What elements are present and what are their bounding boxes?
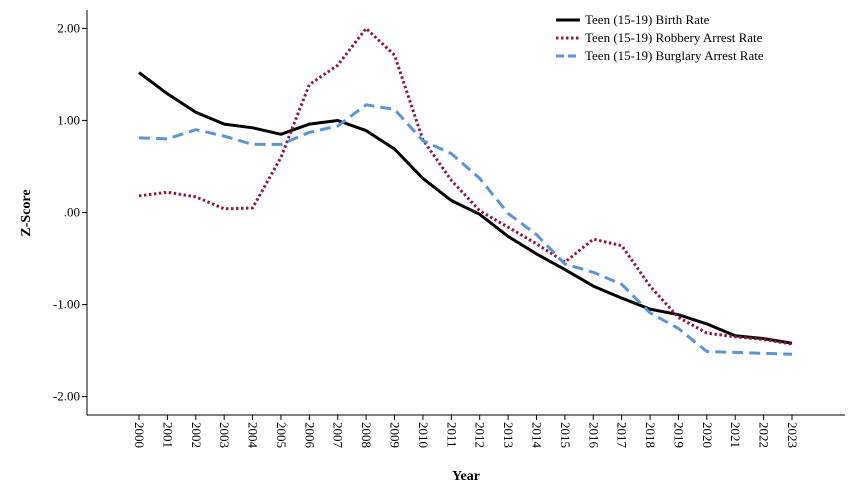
legend: Teen (15-19) Birth Rate Teen (15-19) Robb… <box>556 12 764 63</box>
x-tick-label: 2023 <box>785 422 800 448</box>
y-tick-label: -1.00 <box>53 297 80 312</box>
x-tick-label: 2004 <box>246 422 261 449</box>
series-line-1 <box>138 71 793 345</box>
x-tick-label: 2017 <box>615 422 630 449</box>
x-tick-label: 2011 <box>444 422 459 448</box>
x-tick-label: 2016 <box>586 422 601 449</box>
series-line-2 <box>138 26 793 346</box>
x-tick-label: 2019 <box>671 422 686 448</box>
x-tick-label: 2014 <box>529 422 544 449</box>
y-tick-label: -2.00 <box>53 389 80 404</box>
x-tick-label: 2021 <box>728 422 743 448</box>
x-tick-label: 2001 <box>160 422 175 448</box>
x-tick-label: 2013 <box>501 422 516 448</box>
x-tick-label: 2007 <box>331 422 346 449</box>
series-lines <box>138 26 793 356</box>
x-tick-label: 2008 <box>359 422 374 448</box>
x-tick-label: 2005 <box>274 422 289 448</box>
x-tick-label: 2022 <box>757 422 772 448</box>
x-tick-label: 2015 <box>558 422 573 448</box>
x-tick-label: 2002 <box>189 422 204 448</box>
x-tick-label: 2003 <box>217 422 232 448</box>
y-tick-label: 1.00 <box>57 112 80 127</box>
y-axis-title: Z-Score <box>19 189 34 236</box>
x-ticks: 2000 2001 2002 2003 2004 2005 2006 2007 2008 2009… <box>132 415 800 449</box>
x-tick-label: 2009 <box>388 422 403 448</box>
legend-label: Teen (15-19) Robbery Arrest Rate <box>585 30 763 45</box>
x-tick-label: 2010 <box>416 422 431 448</box>
x-axis-title: Year <box>452 469 480 484</box>
y-tick-label: 2.00 <box>57 20 80 35</box>
x-tick-label: 2006 <box>302 422 317 449</box>
series-line-3 <box>138 103 793 356</box>
y-tick-label: .00 <box>64 205 80 220</box>
x-tick-label: 2020 <box>700 422 715 448</box>
legend-label: Teen (15-19) Burglary Arrest Rate <box>585 48 764 63</box>
legend-label: Teen (15-19) Birth Rate <box>585 12 710 27</box>
x-tick-label: 2012 <box>473 422 488 448</box>
x-tick-label: 2000 <box>132 422 147 448</box>
x-tick-label: 2018 <box>643 422 658 448</box>
y-ticks: 2.00 1.00 .00 -1.00 -2.00 <box>53 20 87 404</box>
